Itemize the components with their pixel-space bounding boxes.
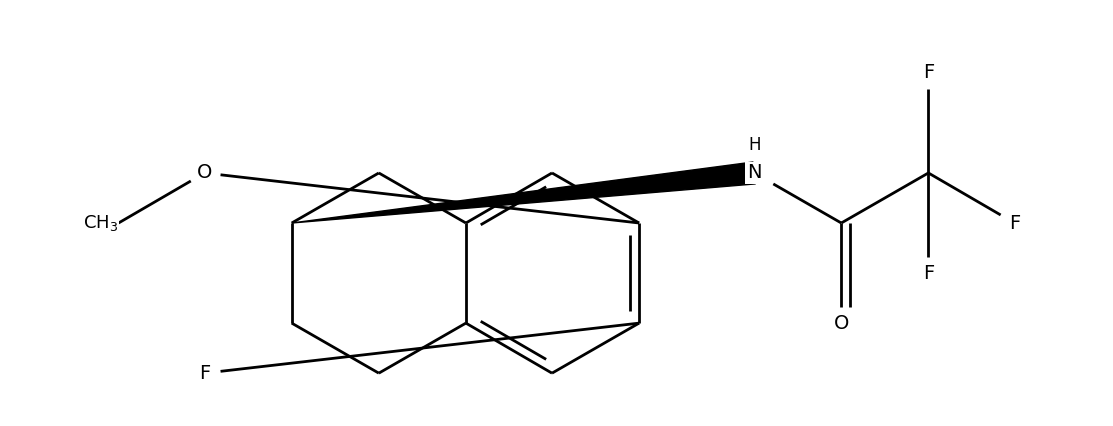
Text: F: F xyxy=(1008,213,1021,233)
Polygon shape xyxy=(292,162,756,223)
Text: H: H xyxy=(748,136,760,154)
Text: F: F xyxy=(923,264,934,282)
Text: O: O xyxy=(834,314,849,333)
Text: N: N xyxy=(747,164,761,182)
Text: CH$_3$: CH$_3$ xyxy=(83,213,119,233)
Text: F: F xyxy=(923,63,934,82)
Text: O: O xyxy=(197,164,213,182)
Text: F: F xyxy=(199,364,210,383)
